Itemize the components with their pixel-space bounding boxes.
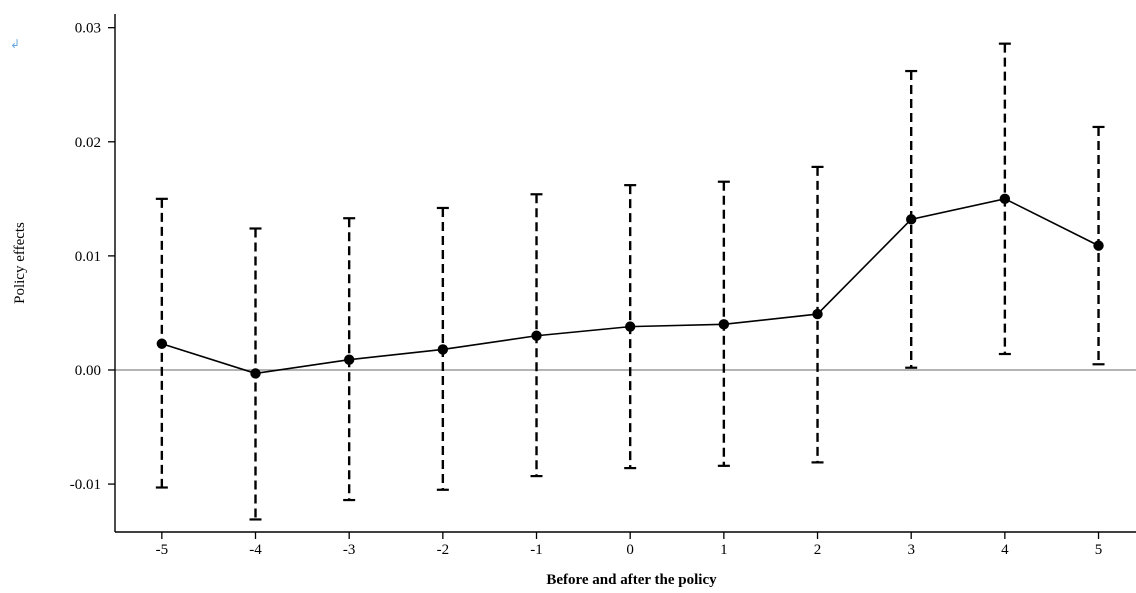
x-axis-title: Before and after the policy <box>546 572 717 588</box>
y-tick-label: 0.03 <box>75 21 101 37</box>
y-tick-label: 0.00 <box>75 363 101 379</box>
x-tick-label: 5 <box>1095 542 1103 558</box>
data-points <box>156 193 1104 379</box>
y-axis-ticks: -0.01 0.00 0.01 0.02 0.03 <box>70 21 115 493</box>
x-tick-label: 1 <box>720 542 728 558</box>
data-point <box>905 214 917 225</box>
x-tick-label: 0 <box>626 542 634 558</box>
plot-area <box>115 42 1136 521</box>
data-point <box>718 319 730 330</box>
data-point <box>437 344 449 355</box>
x-tick-label: 3 <box>907 542 915 558</box>
x-tick-label: -2 <box>437 542 450 558</box>
x-tick-label: -4 <box>249 542 262 558</box>
x-tick-label: -5 <box>156 542 169 558</box>
axes: -0.01 0.00 0.01 0.02 0.03 -5 -4 -3 -2 -1 0 1 2 3 4 5 <box>70 14 1136 558</box>
error-bars <box>155 42 1105 521</box>
x-tick-label: -3 <box>343 542 356 558</box>
data-point <box>812 308 823 320</box>
y-tick-label: 0.01 <box>75 249 101 265</box>
data-point <box>343 354 355 365</box>
data-point <box>531 330 542 341</box>
data-point <box>156 338 168 349</box>
x-tick-label: 4 <box>1001 542 1009 558</box>
y-tick-label: -0.01 <box>70 477 101 493</box>
return-mark-glyph: ↲ <box>10 37 21 51</box>
data-point <box>1093 240 1104 251</box>
data-point <box>624 321 636 332</box>
y-tick-label: 0.02 <box>75 135 101 151</box>
x-tick-label: 2 <box>814 542 822 558</box>
x-axis-ticks: -5 -4 -3 -2 -1 0 1 2 3 4 5 <box>156 532 1103 558</box>
data-point <box>999 193 1011 205</box>
y-axis-title: Policy effects <box>12 222 28 304</box>
data-point <box>250 368 261 379</box>
x-tick-label: -1 <box>530 542 543 558</box>
